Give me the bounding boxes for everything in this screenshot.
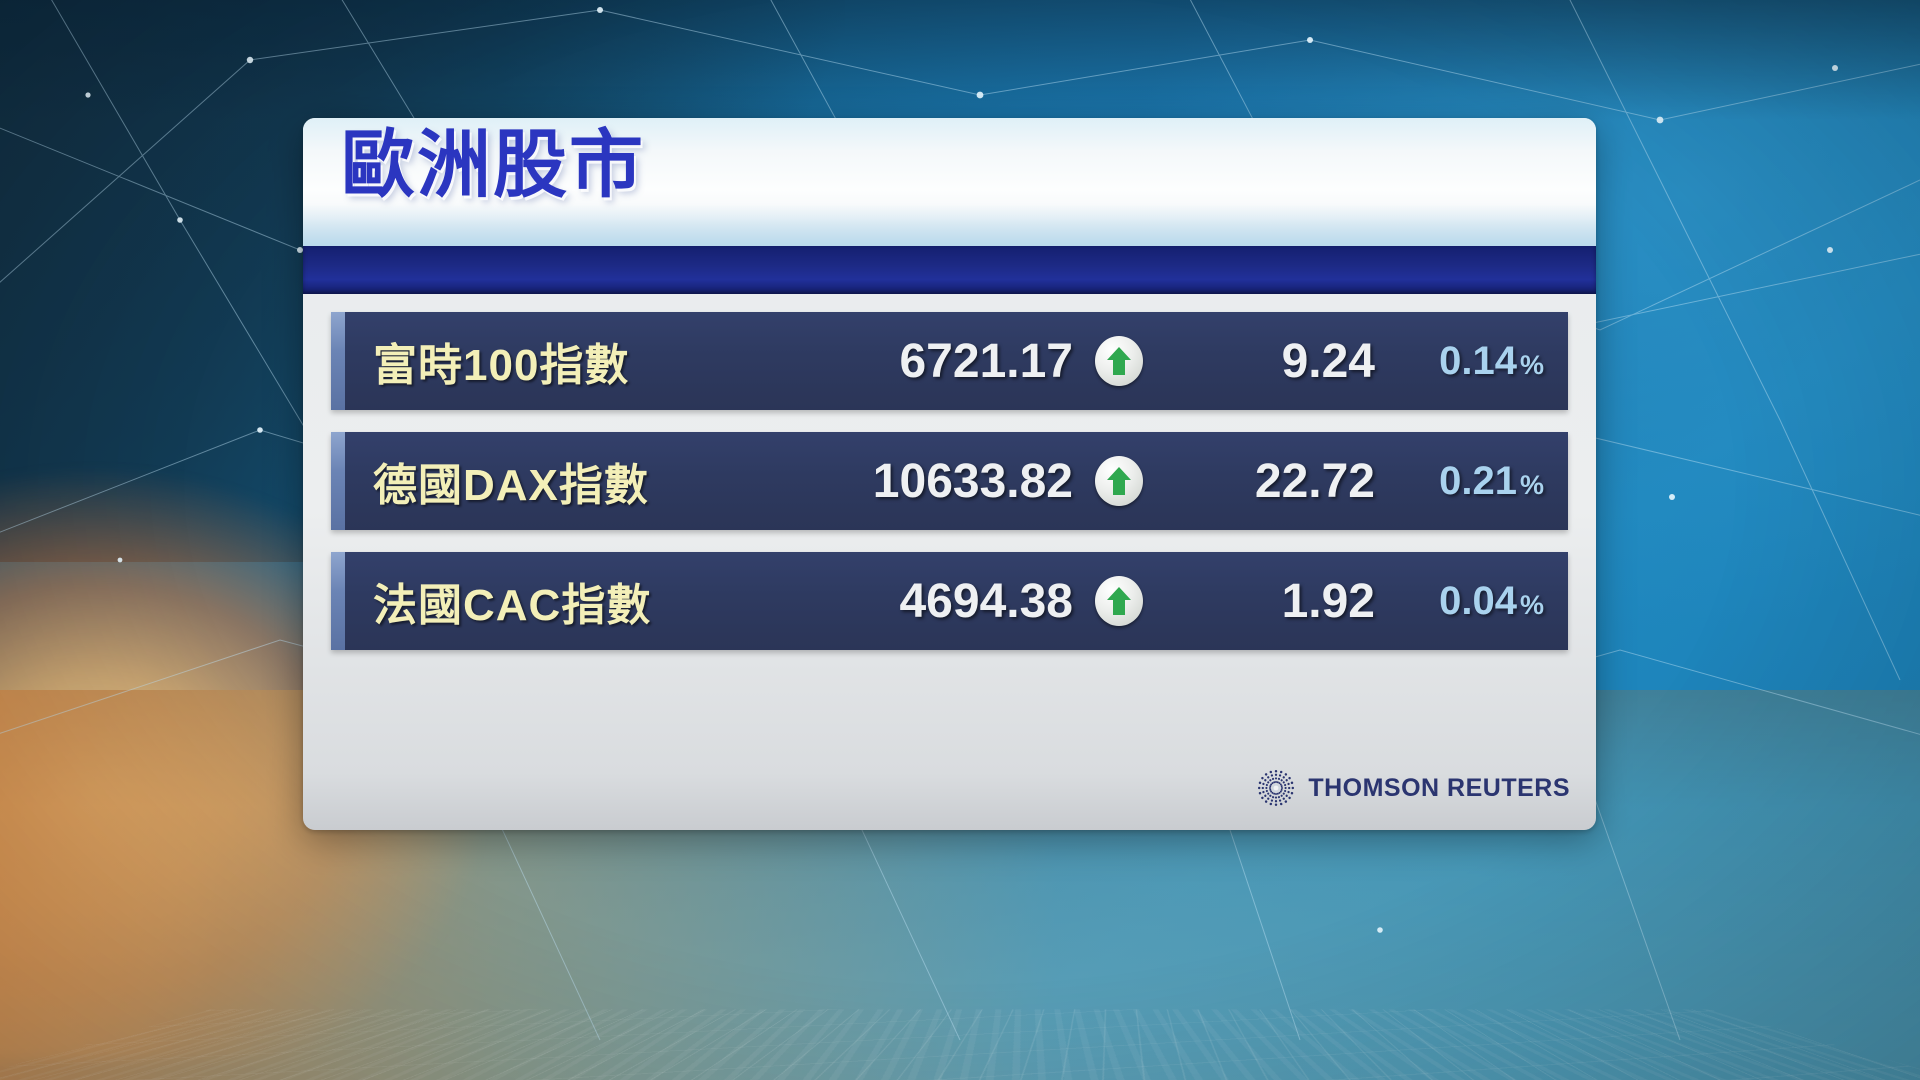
- percent-symbol: %: [1519, 589, 1544, 620]
- market-rows: 富時100指數 6721.17 9.24 0.14% 德國DAX指數: [303, 294, 1596, 650]
- arrow-up-icon: [1095, 336, 1143, 386]
- index-percent-value: 0.21: [1439, 458, 1517, 503]
- card-footer: THOMSON REUTERS: [1256, 768, 1570, 808]
- index-change: 1.92: [1281, 574, 1375, 628]
- index-change: 9.24: [1281, 334, 1375, 388]
- thomson-reuters-logo-icon: [1258, 769, 1295, 807]
- row-accent-bar: [331, 312, 345, 410]
- index-name: 法國CAC指數: [373, 581, 652, 630]
- percent-symbol: %: [1519, 469, 1544, 500]
- row-accent-bar: [331, 432, 345, 530]
- index-percent-value: 0.14: [1439, 338, 1517, 383]
- index-percent: 0.14%: [1375, 339, 1568, 384]
- index-value: 4694.38: [899, 574, 1073, 628]
- percent-symbol: %: [1519, 349, 1544, 380]
- thomson-reuters-label: THOMSON REUTERS: [1308, 773, 1570, 802]
- background-top-shade: [0, 0, 1920, 120]
- table-row[interactable]: 德國DAX指數 10633.82 22.72 0.21%: [331, 432, 1568, 530]
- row-accent-bar: [331, 552, 345, 650]
- card-header: 歐洲股市: [303, 118, 1596, 246]
- arrow-up-icon: [1095, 576, 1143, 626]
- market-summary-card: 歐洲股市 富時100指數 6721.17 9.24 0.14%: [303, 118, 1596, 830]
- direction-indicator: [1073, 576, 1165, 626]
- direction-indicator: [1073, 456, 1165, 506]
- index-value: 10633.82: [872, 454, 1073, 508]
- table-row[interactable]: 法國CAC指數 4694.38 1.92 0.04%: [331, 552, 1568, 650]
- index-name: 德國DAX指數: [373, 461, 649, 510]
- index-percent: 0.21%: [1375, 459, 1568, 504]
- index-value: 6721.17: [899, 334, 1073, 388]
- index-name: 富時100指數: [373, 341, 630, 390]
- table-row[interactable]: 富時100指數 6721.17 9.24 0.14%: [331, 312, 1568, 410]
- header-accent-band: [303, 246, 1596, 294]
- index-percent-value: 0.04: [1439, 578, 1517, 623]
- index-percent: 0.04%: [1375, 579, 1568, 624]
- arrow-up-icon: [1095, 456, 1143, 506]
- index-change: 22.72: [1254, 454, 1375, 508]
- direction-indicator: [1073, 336, 1165, 386]
- page-title: 歐洲股市: [341, 123, 645, 206]
